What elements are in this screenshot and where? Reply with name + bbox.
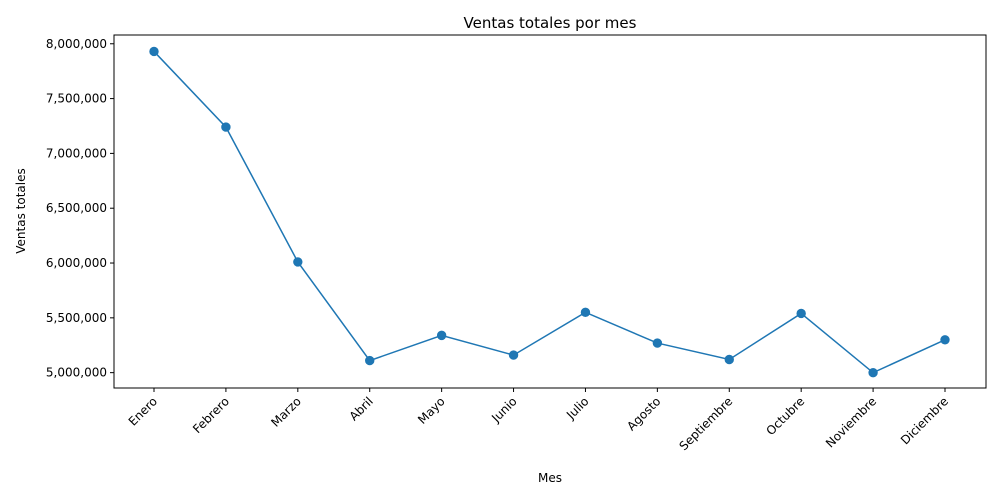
y-tick-label: 5,500,000	[46, 311, 107, 325]
data-point	[221, 122, 231, 132]
y-tick-label: 6,000,000	[46, 256, 107, 270]
data-point	[436, 330, 447, 341]
data-point	[724, 354, 734, 365]
x-tick-label: Septiembre	[676, 394, 735, 453]
x-tick-label: Julio	[563, 394, 591, 422]
x-tick-label: Marzo	[268, 394, 304, 430]
data-point	[796, 308, 806, 319]
x-tick-label: Noviembre	[823, 394, 879, 450]
y-tick-label: 6,500,000	[46, 201, 107, 215]
x-tick-label: Enero	[126, 394, 160, 428]
series-line	[153, 50, 946, 374]
data-point	[149, 46, 159, 57]
data-point	[293, 257, 303, 267]
x-tick-label: Diciembre	[898, 394, 951, 447]
x-axis-label: Mes	[538, 471, 562, 485]
y-axis-label: Ventas totales	[14, 168, 28, 253]
x-tick-label: Agosto	[624, 394, 663, 433]
data-point	[868, 367, 878, 378]
y-axis: 5,000,000 5,500,000 6,000,000 6,500,000 7,00…	[46, 37, 114, 380]
data-point	[652, 338, 663, 348]
x-tick-label: Octubre	[763, 394, 807, 438]
data-point	[940, 335, 950, 345]
chart-title: Ventas totales por mes	[464, 14, 637, 32]
x-tick-label: Junio	[488, 394, 519, 425]
y-tick-label: 7,500,000	[46, 92, 107, 106]
x-tick-label: Febrero	[190, 394, 232, 436]
x-axis: Enero Febrero Marzo Abril Mayo Junio Julio Agos…	[126, 388, 951, 453]
y-tick-label: 8,000,000	[46, 37, 107, 51]
y-tick-label: 7,000,000	[46, 146, 107, 160]
data-point	[508, 350, 519, 360]
x-tick-label: Abril	[347, 394, 376, 423]
data-point	[365, 355, 375, 366]
x-tick-label: Mayo	[415, 394, 448, 427]
plot-area	[149, 46, 950, 378]
data-point	[580, 307, 591, 318]
y-tick-label: 5,000,000	[46, 366, 107, 380]
plot-frame	[113, 34, 987, 389]
